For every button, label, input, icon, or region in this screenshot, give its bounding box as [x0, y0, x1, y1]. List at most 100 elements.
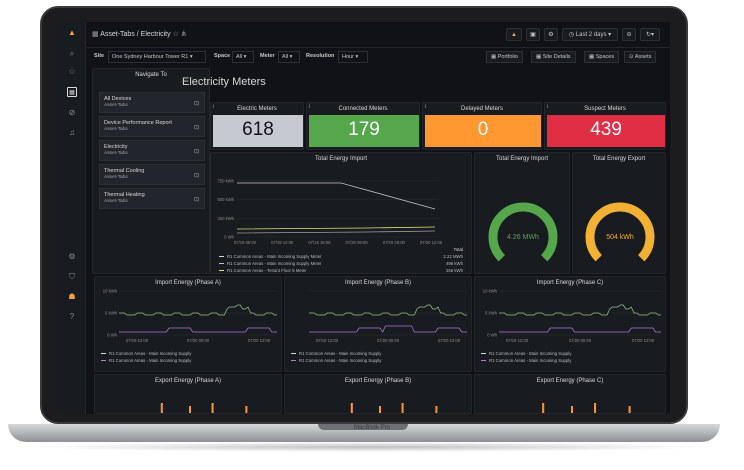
- gauge-export: 504 kWh: [585, 202, 655, 262]
- gauge-arc: [488, 202, 558, 262]
- portfolio-link[interactable]: ▦ Portfolio: [486, 51, 523, 63]
- y-tick-label: 500 kWh: [217, 197, 234, 202]
- site-select[interactable]: One Sydney Harbour Tower R1 ▾: [108, 51, 206, 63]
- dashboards-icon[interactable]: ▦: [67, 87, 77, 97]
- spaces-label: Spaces: [595, 54, 615, 60]
- phase-export-title: Export Energy (Phase B): [344, 378, 412, 384]
- legend-entry[interactable]: R1 Common Areas - Main Incoming Supply M…: [227, 254, 322, 259]
- laptop-base: [8, 424, 720, 442]
- site-details-label: Site Details: [542, 54, 571, 60]
- explore-icon[interactable]: ⊘: [68, 108, 76, 117]
- resolution-value: Hour: [342, 54, 354, 60]
- help-icon[interactable]: ?: [69, 312, 75, 321]
- nav-item-device-performance[interactable]: Device Performance Report Asset-Tabs ⊡: [99, 116, 205, 137]
- legend-total: 2.22 MWh: [443, 254, 463, 259]
- user-avatar-icon[interactable]: ☗: [68, 292, 76, 301]
- meter-select[interactable]: All ▾: [278, 51, 300, 63]
- legend-total: 498 kWh: [446, 261, 464, 266]
- refresh-button[interactable]: ↻▾: [640, 28, 660, 41]
- total-import-title: Total Energy Import: [314, 156, 368, 162]
- info-icon[interactable]: i: [547, 104, 549, 110]
- info-icon[interactable]: i: [425, 104, 427, 110]
- star-icon[interactable]: ☆: [172, 31, 179, 38]
- phase-import-panel: Import Energy (Phase C) 10 kWh 5 kWh 0 Wh 07…: [474, 276, 666, 372]
- site-label: Site: [94, 53, 105, 59]
- nav-item-sub: Asset-Tabs: [104, 151, 128, 156]
- nav-item-thermal-heating[interactable]: Thermal Heating Asset-Tabs ⊡: [99, 188, 205, 209]
- stat-value: 179: [309, 115, 419, 147]
- resolution-select[interactable]: Hour ▾: [338, 51, 368, 63]
- phase-import-panel: Import Energy (Phase A) 10 kWh 5 kWh 0 Wh 07…: [94, 276, 282, 372]
- legend-entry[interactable]: R1 Common Areas - Main Incoming Supply: [489, 358, 572, 363]
- clock-icon: ◷: [568, 32, 576, 38]
- export-bar: [594, 403, 597, 413]
- link-icon: ⊡: [193, 149, 199, 155]
- breadcrumb-folder[interactable]: Asset-Tabs: [100, 31, 135, 38]
- share-icon[interactable]: ⋔: [180, 31, 187, 38]
- zoom-out-icon[interactable]: ⊖: [622, 28, 636, 41]
- save-icon[interactable]: ▣: [526, 28, 540, 41]
- spaces-link[interactable]: ▦ Spaces: [584, 51, 620, 63]
- star-icon[interactable]: ☆: [68, 67, 76, 76]
- phase-export-panel: Export Energy (Phase C): [474, 374, 666, 414]
- chart-add-icon[interactable]: ▲: [506, 28, 522, 41]
- export-bar: [628, 406, 631, 413]
- phase-export-panel: Export Energy (Phase A): [94, 374, 282, 414]
- variables-bar: Site One Sydney Harbour Tower R1 ▾ Space…: [86, 49, 670, 67]
- phase-export-title: Export Energy (Phase A): [154, 378, 222, 384]
- bell-icon[interactable]: ♫: [69, 128, 75, 137]
- info-icon[interactable]: i: [213, 104, 215, 110]
- export-bar: [435, 406, 438, 413]
- laptop-brand-label: MacBook Pro: [353, 425, 390, 431]
- info-icon[interactable]: i: [309, 104, 311, 110]
- export-bar: [160, 403, 163, 413]
- link-icon: ⊡: [193, 125, 199, 131]
- dashboard-screen: ▲ ⌕ ☆ ▦ ⊘ ♫ ⚙ ⛉ ☗ ? ▦ Asset-Tabs / Elect…: [58, 22, 670, 414]
- legend-entry[interactable]: R1 Common Areas - Main Incoming Supply: [299, 351, 382, 356]
- y-tick-label: 0 Wh: [224, 235, 234, 240]
- gauge-panel-import: Total Energy Import 4.26 MWh: [474, 152, 570, 274]
- legend-entry[interactable]: R1 Common Areas - Main Incoming Supply M…: [227, 261, 322, 266]
- y-tick-label: 250 kWh: [217, 216, 234, 221]
- navigate-title: Navigate To: [135, 72, 167, 78]
- legend-entry[interactable]: R1 Common Areas - Main Incoming Supply: [299, 358, 382, 363]
- nav-item-electricity[interactable]: Electricity Asset-Tabs ⊡: [99, 140, 205, 161]
- series-line-green: [499, 304, 661, 316]
- search-icon[interactable]: ⌕: [69, 49, 75, 58]
- space-select[interactable]: All ▾: [232, 51, 254, 63]
- shield-icon[interactable]: ⛉: [69, 272, 75, 281]
- phase-export-panel: Export Energy (Phase B): [284, 374, 472, 414]
- export-bar: [542, 403, 545, 413]
- stat-title: Electric Meters: [237, 106, 277, 112]
- nav-item-thermal-cooling[interactable]: Thermal Cooling Asset-Tabs ⊡: [99, 164, 205, 185]
- stat-panel: Delayed Meters 0 i: [422, 102, 542, 150]
- legend-entry[interactable]: R1 Common Areas - Main Incoming Supply: [109, 358, 192, 363]
- x-tick-label: 07/19 12:00: [506, 338, 529, 343]
- y-tick-label: 0 Wh: [487, 333, 497, 338]
- phase-import-chart: 10 kWh 5 kWh 0 Wh 07/19 12:00 07/20 00:00 07/…: [481, 289, 661, 363]
- series-line-green: [309, 304, 467, 316]
- x-tick-label: 07/19 18:00: [308, 240, 331, 245]
- assets-label: Assets: [634, 54, 652, 60]
- time-range-picker[interactable]: ◷ Last 2 days ▾: [562, 28, 618, 41]
- series-line-purple: [119, 327, 277, 333]
- x-tick-label: 07/19 12:00: [126, 338, 149, 343]
- nav-item-sub: Asset-Tabs: [104, 127, 128, 132]
- settings-icon[interactable]: ⚙: [544, 28, 558, 41]
- site-details-link[interactable]: ▦ Site Details: [531, 51, 576, 63]
- time-range-label: Last 2 days: [575, 32, 607, 38]
- legend-entry[interactable]: R1 Common Areas - Main Incoming Supply: [489, 351, 572, 356]
- settings-icon[interactable]: ⚙: [68, 252, 76, 261]
- nav-item-all-devices[interactable]: All Devices Asset-Tabs ⊡: [99, 92, 205, 113]
- phase-import-chart: 07/19 12:00 07/20 00:00 07/20 12:00 R1 Comm…: [291, 290, 467, 363]
- legend-entry[interactable]: R1 Common Areas - Main Incoming Supply: [109, 351, 192, 356]
- stat-value: 439: [547, 115, 665, 147]
- assets-link[interactable]: ⊙ Assets: [624, 51, 657, 63]
- phase-import-panel: Import Energy (Phase B) 07/19 12:00 07/20 …: [284, 276, 472, 372]
- legend-entry[interactable]: R1 Common Areas - Tenant Floor 5 Meter: [227, 268, 307, 273]
- export-bar: [401, 403, 404, 413]
- tv-mode-icon[interactable]: [664, 28, 668, 41]
- navigate-panel: Navigate To All Devices Asset-Tabs ⊡ Devic…: [92, 68, 210, 274]
- stat-title: Connected Meters: [338, 106, 388, 112]
- app-logo-icon[interactable]: ▲: [68, 28, 76, 37]
